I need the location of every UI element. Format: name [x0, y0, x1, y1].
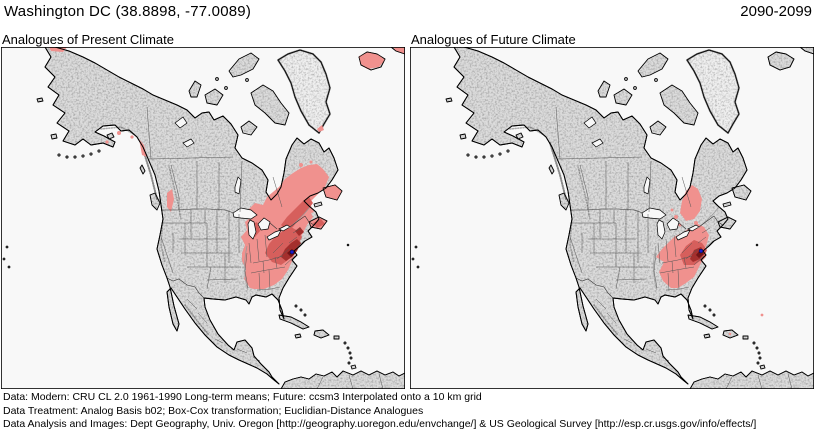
footer-credits: Data: Modern: CRU CL 2.0 1961-1990 Long-… — [3, 391, 814, 432]
page-title: Washington DC (38.8898, -77.0089) — [4, 3, 252, 20]
map-analogues-future — [410, 47, 814, 389]
footer-line-treatment: Data Treatment: Analog Basis b02; Box-Co… — [3, 404, 424, 417]
panel-title-present: Analogues of Present Climate — [2, 32, 174, 47]
target-location-marker — [698, 248, 704, 254]
footer-line-data: Data: Modern: CRU CL 2.0 1961-1990 Long-… — [3, 391, 482, 403]
header: Washington DC (38.8898, -77.0089) 2090-2… — [4, 3, 812, 20]
map-analogues-present — [1, 47, 405, 389]
target-location-marker — [289, 249, 295, 255]
panel-title-future: Analogues of Future Climate — [411, 32, 576, 47]
footer-line-analysis: Data Analysis and Images: Dept Geography… — [3, 418, 757, 430]
period-label: 2090-2099 — [740, 3, 812, 20]
